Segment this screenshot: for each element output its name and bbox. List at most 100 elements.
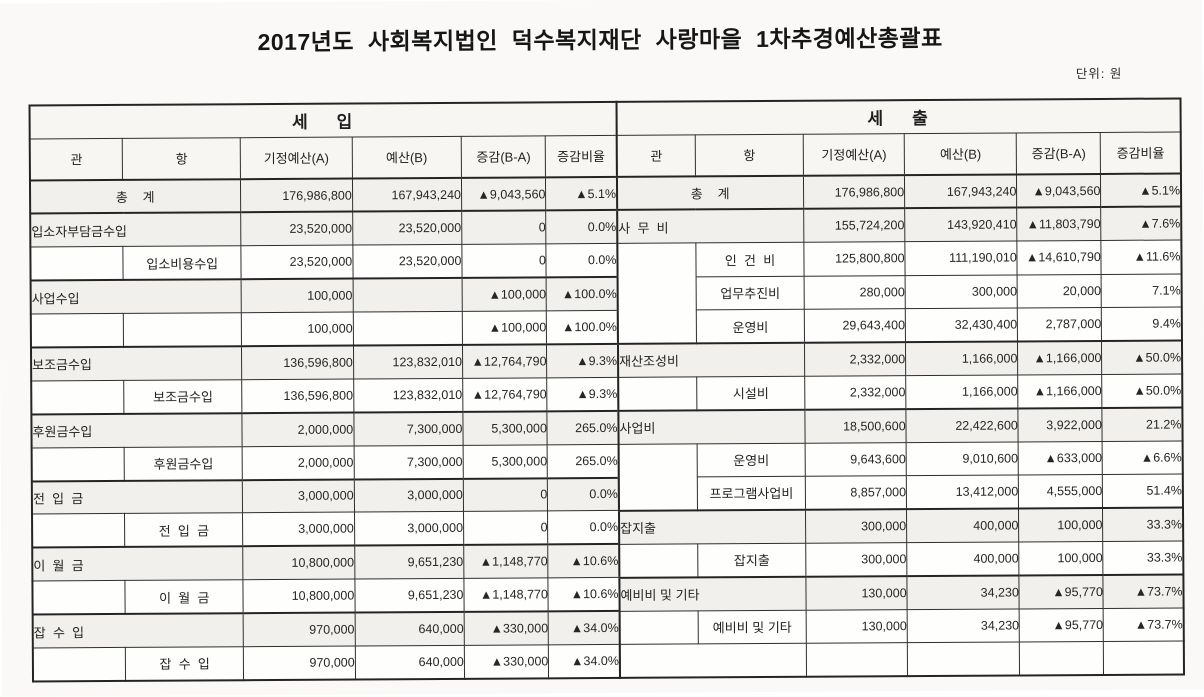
budget-a-cell: 136,596,800 — [241, 378, 354, 413]
column-header: 기정예산(A) — [803, 133, 905, 176]
gwan-empty-cell — [32, 580, 126, 615]
diff-cell: 100,000 — [1019, 541, 1104, 576]
gwan-empty-cell — [30, 313, 124, 348]
column-header: 예산(B) — [351, 135, 462, 179]
rate-cell: 265.0% — [547, 410, 619, 445]
diff-cell: 0 — [461, 244, 547, 279]
budget-b-cell: 1,166,000 — [905, 341, 1019, 376]
budget-a-cell: 130,000 — [806, 575, 908, 610]
total-label: 총 계 — [616, 175, 804, 211]
diff-cell: 20,000 — [1017, 274, 1102, 309]
diff-cell: ▲11,803,790 — [1017, 207, 1102, 242]
diff-cell: 4,555,000 — [1018, 474, 1103, 509]
column-header: 증감(B-A) — [461, 135, 546, 178]
budget-b-cell: 400,000 — [906, 508, 1020, 543]
diff-cell: ▲9,043,560 — [461, 177, 547, 212]
rate-cell: ▲5.1% — [1100, 173, 1182, 208]
hang-label: 입소비용수입 — [123, 245, 242, 281]
budget-b-cell: 167,943,240 — [352, 177, 462, 212]
diff-cell: ▲100,000 — [462, 310, 547, 345]
rate-cell: ▲9.3% — [547, 377, 619, 412]
diff-cell: ▲633,000 — [1018, 441, 1103, 475]
hang-label: 시설비 — [696, 376, 806, 411]
budget-b-cell: 13,412,000 — [906, 474, 1019, 510]
gwan-label: 전 입 금 — [31, 479, 243, 515]
rate-cell: 33.3% — [1102, 507, 1184, 542]
column-header: 예산(B) — [904, 132, 1017, 176]
diff-cell: ▲9,043,560 — [1016, 173, 1102, 208]
budget-b-cell: 400,000 — [906, 541, 1020, 576]
budget-b-cell: 123,832,010 — [353, 378, 463, 413]
diff-cell: ▲100,000 — [461, 277, 547, 312]
budget-a-cell: 100,000 — [241, 312, 354, 347]
budget-b-cell: 143,920,410 — [904, 207, 1018, 242]
hang-label: 보조금수입 — [123, 379, 243, 414]
gwan-label: 입소자부담금수입 — [30, 212, 242, 248]
table-section-title: 세 출 — [616, 98, 1181, 135]
budget-b-cell: 9,651,230 — [354, 578, 465, 613]
hang-label: 운영비 — [696, 309, 805, 344]
gwan-empty-cell — [618, 376, 697, 411]
total-label: 총 계 — [29, 179, 241, 214]
budget-a-cell: 970,000 — [243, 645, 356, 681]
hang-label: 이 월 금 — [125, 579, 244, 614]
gwan-label: 잡 수 입 — [32, 613, 244, 648]
budget-a-cell: 136,596,800 — [241, 345, 354, 380]
hang-label — [123, 312, 242, 347]
hang-label: 잡 수 입 — [125, 646, 244, 681]
rate-cell: ▲9.3% — [546, 343, 619, 378]
rate-cell: ▲34.0% — [548, 644, 621, 679]
budget-b-cell: 9,010,600 — [906, 441, 1019, 476]
budget-b-cell: 32,430,400 — [905, 308, 1018, 343]
gwan-empty-cell — [32, 647, 126, 682]
rate-cell: ▲50.0% — [1101, 340, 1183, 375]
budget-b-cell: 23,520,000 — [352, 211, 462, 246]
column-header: 항 — [122, 137, 241, 180]
rate-cell: ▲34.0% — [548, 610, 620, 645]
budget-b-cell: 23,520,000 — [352, 244, 462, 279]
gwan-label: 예비비 및 기타 — [619, 576, 807, 611]
budget-b-cell: 34,230 — [907, 575, 1020, 610]
budget-a-cell: 18,500,600 — [805, 408, 907, 443]
gwan-empty-cell — [31, 447, 125, 482]
column-header: 증감(B-A) — [1016, 131, 1101, 175]
budget-b-cell: 111,190,010 — [904, 241, 1018, 276]
gwan-label: 이 월 금 — [32, 546, 244, 582]
rate-cell: 0.0% — [546, 210, 618, 245]
expenditure-table: 세 출 관 항 기정예산(A) 예산(B) 증감(B-A) 증감비율 총 계 176,986,8… — [615, 97, 1186, 679]
budget-b-cell: 300,000 — [905, 274, 1018, 309]
diff-cell — [1019, 641, 1104, 676]
rate-cell: ▲5.1% — [545, 176, 618, 211]
diff-cell: 0 — [463, 511, 549, 546]
table-section-title: 세 입 — [29, 101, 617, 139]
gwan-empty-cell — [31, 380, 125, 415]
budget-a-cell: 2,332,000 — [804, 375, 907, 410]
gwan-empty-cell — [618, 443, 698, 511]
rate-cell: ▲7.6% — [1101, 206, 1182, 241]
rate-cell: ▲10.6% — [548, 544, 620, 579]
column-header: 기정예산(A) — [240, 136, 353, 180]
budget-b-cell: 167,943,240 — [904, 174, 1018, 209]
column-header: 증감비율 — [545, 134, 617, 178]
budget-a-cell: 176,986,800 — [803, 175, 905, 210]
budget-a-cell: 300,000 — [805, 509, 907, 544]
budget-b-cell: 34,230 — [907, 608, 1020, 643]
gwan-label: 잡지출 — [619, 509, 806, 545]
budget-a-cell: 3,000,000 — [242, 512, 355, 547]
hang-label: 운영비 — [696, 442, 806, 477]
gwan-label: 보조금수입 — [30, 346, 242, 381]
rate-cell: ▲50.0% — [1102, 373, 1183, 408]
budget-a-cell: 2,332,000 — [804, 342, 906, 377]
gwan-label: 사업수입 — [30, 279, 242, 315]
gwan-empty-cell — [30, 246, 124, 281]
diff-cell: ▲12,764,790 — [462, 377, 548, 412]
budget-b-cell — [352, 278, 463, 313]
diff-cell: ▲95,770 — [1019, 574, 1104, 609]
rate-cell: ▲100.0% — [546, 277, 618, 311]
diff-cell: 2,787,000 — [1017, 307, 1102, 342]
budget-a-cell: 100,000 — [241, 278, 354, 313]
gwan-label: 후원금수입 — [31, 412, 243, 448]
rate-cell: ▲10.6% — [548, 577, 620, 612]
diff-cell: ▲330,000 — [464, 644, 549, 679]
